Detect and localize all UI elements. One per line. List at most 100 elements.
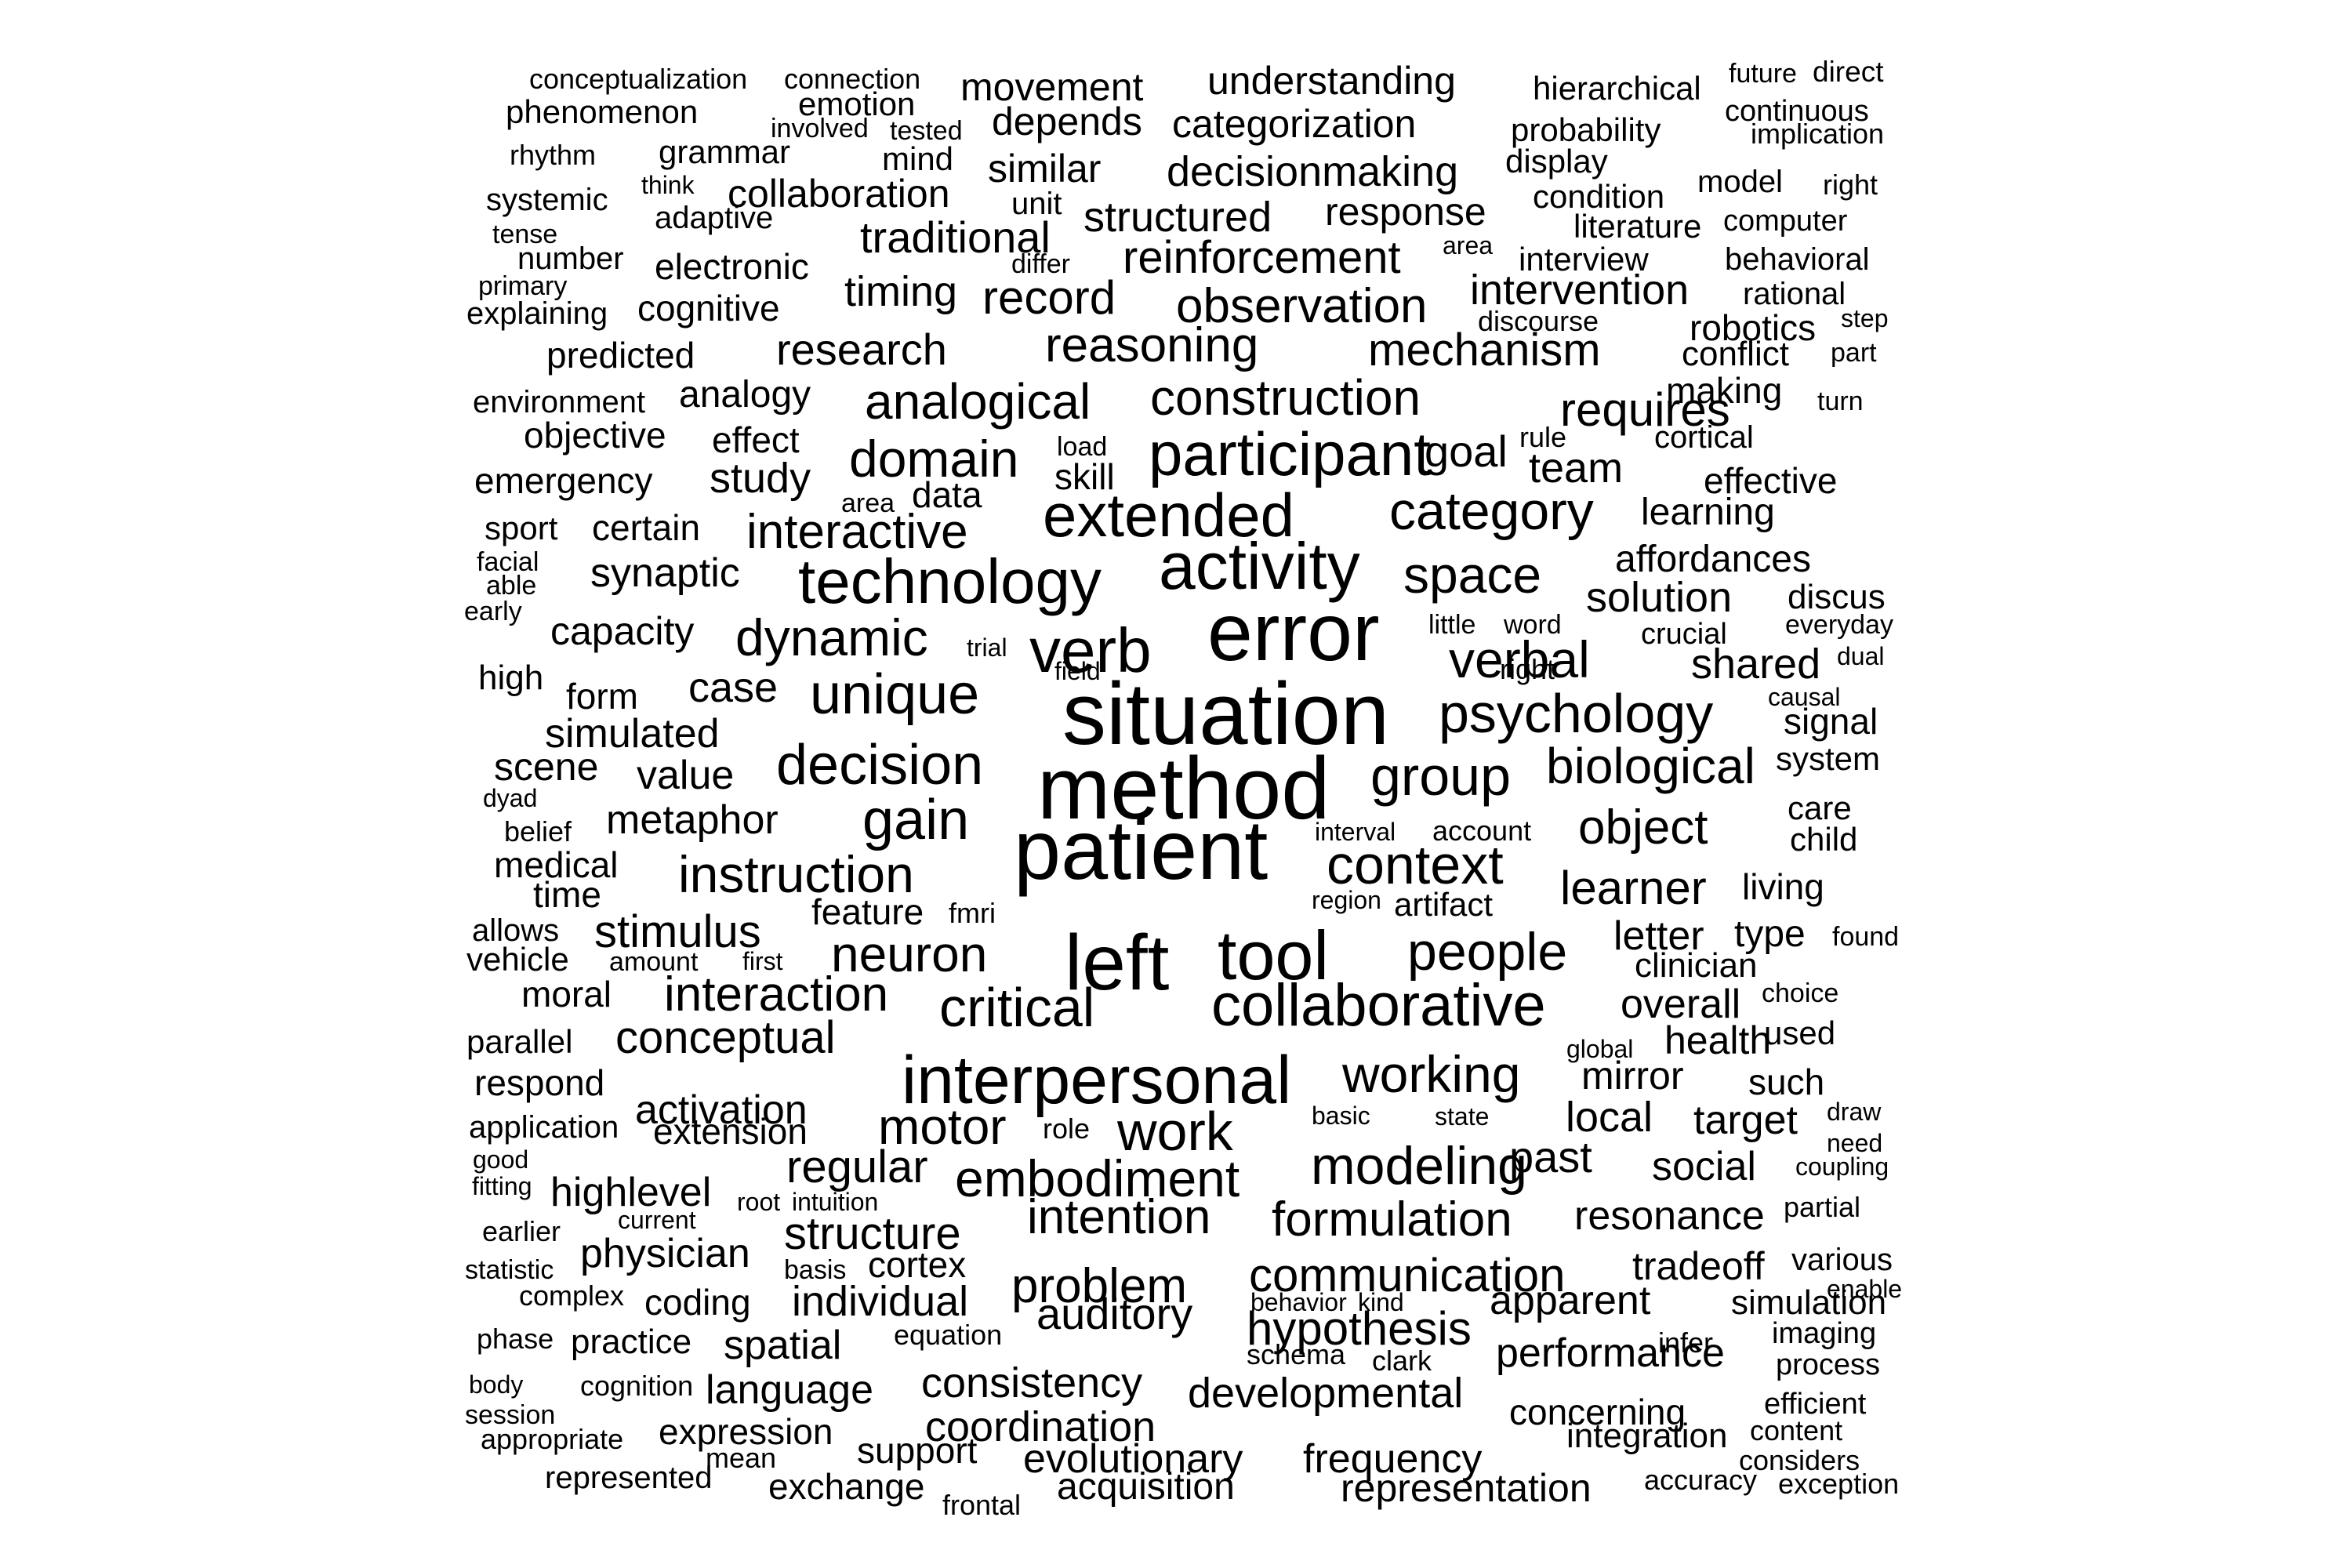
cloud-word: parallel <box>466 1023 573 1060</box>
cloud-word: communication <box>1249 1249 1566 1301</box>
cloud-word: represented <box>545 1461 713 1495</box>
cloud-word: instruction <box>678 845 914 903</box>
cloud-word: appropriate <box>481 1423 624 1455</box>
cloud-word: letter <box>1613 913 1704 959</box>
cloud-word: respond <box>474 1062 605 1103</box>
cloud-word: enable <box>1827 1275 1903 1303</box>
cloud-word: gain <box>862 789 970 851</box>
cloud-word: cognitive <box>637 288 780 328</box>
cloud-word: signal <box>1784 701 1878 742</box>
cloud-word: verb <box>1029 615 1152 685</box>
cloud-word: complex <box>519 1279 625 1312</box>
cloud-word: objective <box>524 415 666 456</box>
cloud-word: dyad <box>483 784 538 812</box>
cloud-word: exchange <box>768 1466 925 1507</box>
cloud-word: analogy <box>679 374 811 416</box>
cloud-word: traditional <box>860 212 1051 262</box>
cloud-word: area <box>1443 231 1494 260</box>
cloud-word: continuous <box>1725 95 1869 128</box>
cloud-word: group <box>1370 746 1512 807</box>
cloud-word: value <box>637 753 735 798</box>
cloud-word: dual <box>1837 642 1885 670</box>
cloud-word: study <box>710 455 811 502</box>
cloud-word: behavioral <box>1725 242 1870 277</box>
cloud-word: systemic <box>486 183 608 217</box>
cloud-word: load <box>1057 432 1108 462</box>
cloud-word: support <box>857 1430 978 1471</box>
cloud-word: overall <box>1621 982 1741 1027</box>
cloud-word: technology <box>798 546 1102 616</box>
cloud-word: target <box>1693 1098 1798 1143</box>
cloud-word: mirror <box>1581 1054 1684 1098</box>
cloud-word: direct <box>1813 56 1884 88</box>
cloud-word: social <box>1652 1144 1756 1189</box>
cloud-word: accuracy <box>1644 1464 1758 1496</box>
cloud-word: rhythm <box>510 139 597 171</box>
cloud-word: critical <box>939 977 1095 1038</box>
cloud-word: modeling <box>1311 1136 1527 1196</box>
cloud-word: collaboration <box>728 172 950 216</box>
cloud-word: mechanism <box>1368 325 1601 376</box>
cloud-word: draw <box>1827 1098 1882 1126</box>
cloud-word: effect <box>712 419 800 460</box>
cloud-word: behavior <box>1250 1288 1347 1316</box>
cloud-word: individual <box>792 1278 969 1325</box>
cloud-word: rational <box>1743 277 1846 311</box>
cloud-word: evolutionary <box>1023 1436 1243 1482</box>
cloud-word: motor <box>878 1098 1007 1155</box>
cloud-word: child <box>1790 821 1858 858</box>
cloud-word: depends <box>992 100 1142 143</box>
cloud-word: expression <box>659 1411 833 1452</box>
cloud-word: dynamic <box>735 608 928 666</box>
cloud-word: region <box>1312 886 1381 914</box>
cloud-word: tool <box>1218 916 1329 994</box>
cloud-word: activity <box>1159 529 1360 603</box>
cloud-word: right <box>1500 653 1555 685</box>
cloud-word: research <box>776 325 947 374</box>
cloud-word: fitting <box>472 1172 532 1200</box>
cloud-word: fmri <box>949 897 996 929</box>
cloud-word: shared <box>1691 641 1821 688</box>
cloud-word: condition <box>1533 178 1665 215</box>
cloud-word: allows <box>472 913 560 948</box>
cloud-word: probability <box>1511 111 1661 148</box>
cloud-word: cognition <box>580 1370 694 1402</box>
cloud-word: hypothesis <box>1247 1302 1472 1355</box>
cloud-word: interval <box>1315 818 1396 846</box>
cloud-word: representation <box>1341 1466 1592 1510</box>
cloud-word: state <box>1435 1102 1490 1131</box>
cloud-word: consistency <box>921 1359 1143 1406</box>
cloud-word: concerning <box>1509 1392 1686 1432</box>
cloud-word: categorization <box>1172 102 1417 146</box>
cloud-word: developmental <box>1188 1370 1464 1417</box>
cloud-word: making <box>1666 370 1783 411</box>
cloud-word: basic <box>1312 1102 1370 1130</box>
cloud-word: health <box>1664 1018 1772 1062</box>
cloud-word: time <box>533 874 601 915</box>
cloud-word: application <box>469 1110 619 1145</box>
cloud-word: tense <box>492 220 558 249</box>
cloud-word: causal <box>1768 683 1841 711</box>
cloud-word: number <box>517 241 624 276</box>
cloud-word: early <box>464 597 522 626</box>
cloud-word: clinician <box>1635 946 1758 985</box>
cloud-word: performance <box>1496 1330 1725 1376</box>
cloud-word: living <box>1742 866 1824 907</box>
cloud-word: local <box>1566 1094 1653 1141</box>
cloud-word: considers <box>1739 1444 1860 1476</box>
cloud-word: feature <box>811 891 924 932</box>
cloud-word: differ <box>1011 249 1070 279</box>
cloud-word: imaging <box>1772 1317 1877 1350</box>
cloud-word: record <box>982 271 1116 324</box>
cloud-word: current <box>618 1206 696 1234</box>
cloud-word: vehicle <box>466 941 569 978</box>
cloud-word: movement <box>960 65 1144 109</box>
cloud-word: interview <box>1519 241 1649 278</box>
cloud-word: rule <box>1519 421 1567 453</box>
cloud-word: mean <box>706 1442 777 1474</box>
cloud-word: collaborative <box>1211 972 1546 1039</box>
cloud-word: connection <box>784 63 921 95</box>
cloud-word: work <box>1117 1101 1233 1162</box>
cloud-word: unique <box>810 663 980 726</box>
